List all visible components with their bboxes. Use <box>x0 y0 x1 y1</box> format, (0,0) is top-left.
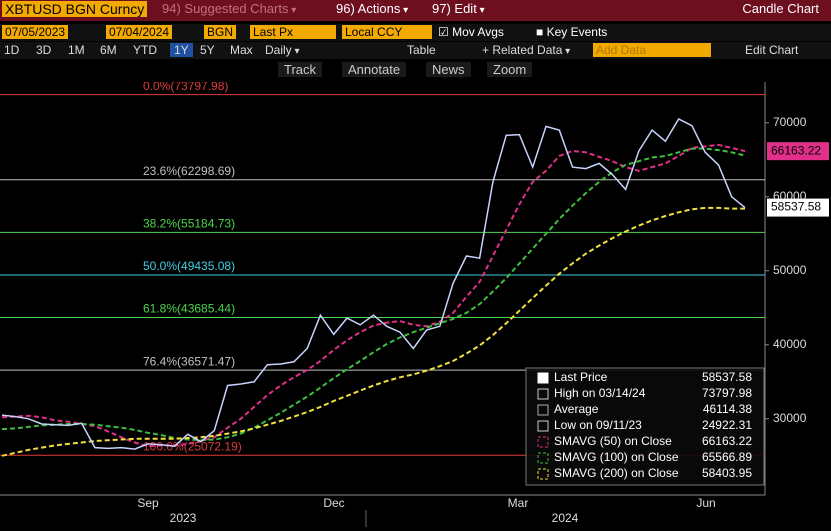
controls: 07/05/2023 07/04/2024 BGN Last Px Local … <box>0 24 831 41</box>
fib-label: 61.8%(43685.44) <box>143 302 235 316</box>
x-tick-label: Sep <box>137 496 159 510</box>
y-tick-label: 50000 <box>773 263 807 277</box>
legend-value: 24922.31 <box>702 418 752 432</box>
chart-kind: Candle Chart <box>742 1 819 16</box>
legend-symbol <box>537 404 549 416</box>
start-date[interactable]: 07/05/2023 <box>2 25 69 39</box>
legend-value: 58403.95 <box>702 466 752 480</box>
currency[interactable]: Local CCY <box>342 25 432 39</box>
legend-symbol <box>537 372 549 384</box>
legend-symbol <box>537 452 549 464</box>
frequency[interactable]: Daily <box>265 43 299 57</box>
related-data[interactable]: + Related Data <box>482 43 570 57</box>
fib-label: 50.0%(49435.08) <box>143 259 235 273</box>
label: Key Events <box>546 25 608 39</box>
add-data[interactable]: Add Data <box>593 43 711 57</box>
x-tick-label: Mar <box>508 496 529 510</box>
menu[interactable]: 94) Suggested Charts <box>162 1 296 16</box>
legend-value: 66163.22 <box>702 434 752 448</box>
mov-avgs[interactable]: ☑ Mov Avgs <box>438 25 504 39</box>
legend-value: 73797.98 <box>702 386 752 400</box>
year-label: 2023 <box>170 511 197 525</box>
chart-tools: Track Annotate News Zoom <box>0 60 831 80</box>
price-line <box>1 118 746 450</box>
period[interactable]: YTD <box>133 43 157 57</box>
y-tick-label: 40000 <box>773 337 807 351</box>
x-tick-label: Jun <box>696 496 715 510</box>
legend-symbol <box>537 420 549 432</box>
end-date[interactable]: 07/04/2024 <box>106 25 173 39</box>
field[interactable]: Last Px <box>250 25 336 39</box>
menu[interactable]: 96) Actions <box>336 1 408 16</box>
y-tick-label: 30000 <box>773 411 807 425</box>
x-tick-label: Dec <box>323 496 344 510</box>
moving-average <box>1 206 745 457</box>
tool-button[interactable]: Zoom <box>487 62 533 77</box>
legend-name: Last Price <box>554 370 608 384</box>
period[interactable]: 1Y <box>170 43 193 57</box>
period[interactable]: 1M <box>68 43 85 57</box>
legend-symbol <box>537 468 549 480</box>
legend-value: 65566.89 <box>702 450 752 464</box>
legend-name: SMAVG (50) on Close <box>554 434 672 448</box>
menu[interactable]: 97) Edit <box>432 1 485 16</box>
price-flag-label: 58537.58 <box>771 200 821 214</box>
legend-value: 46114.38 <box>703 402 752 416</box>
tool-button[interactable]: Track <box>278 62 323 77</box>
table[interactable]: Table <box>407 43 436 57</box>
fib-label: 38.2%(55184.73) <box>143 217 235 231</box>
year-label: 2024 <box>552 511 579 525</box>
ticker[interactable]: XBTUSD BGN Curncy <box>2 1 148 17</box>
moving-average <box>1 143 746 448</box>
legend-symbol <box>537 436 549 448</box>
price-flag <box>767 142 829 161</box>
legend-name: SMAVG (200) on Close <box>554 466 679 480</box>
edit-chart[interactable]: Edit Chart <box>745 43 799 57</box>
label: Mov Avgs <box>452 25 504 39</box>
moving-average <box>1 147 746 442</box>
legend-name: Average <box>554 402 599 416</box>
period[interactable]: 6M <box>100 43 117 57</box>
tool-button[interactable]: Annotate <box>342 62 407 77</box>
price-flag-label: 66163.22 <box>771 143 821 157</box>
title-bar: XBTUSD BGN Curncy 94) Suggested Charts 9… <box>0 0 831 21</box>
period[interactable]: 5Y <box>200 43 215 57</box>
legend-name: Low on 09/11/23 <box>554 418 642 432</box>
period[interactable]: 3D <box>36 43 52 57</box>
legend-box <box>525 367 765 486</box>
legend-value: 58537.58 <box>702 370 752 384</box>
fib-label: 76.4%(36571.47) <box>143 354 235 368</box>
key-events[interactable]: ■ Key Events <box>536 25 608 39</box>
tool-button[interactable]: News <box>426 62 471 77</box>
chart: 30000400005000060000700000.0%(73797.98)2… <box>0 82 829 527</box>
source[interactable]: BGN <box>204 25 237 39</box>
fib-label: 23.6%(62298.69) <box>143 164 235 178</box>
fib-label: 100.0%(25072.19) <box>143 439 242 453</box>
y-tick-label: 70000 <box>773 115 807 129</box>
legend-name: SMAVG (100) on Close <box>554 450 679 464</box>
legend-symbol <box>537 388 549 400</box>
period[interactable]: 1D <box>4 43 20 57</box>
price-flag <box>767 198 829 217</box>
fib-label: 0.0%(73797.98) <box>143 82 228 93</box>
period[interactable]: Max <box>230 43 253 57</box>
toolbar: Daily Table + Related Data Add Data Edit… <box>0 42 831 59</box>
legend-name: High on 03/14/24 <box>554 386 646 400</box>
